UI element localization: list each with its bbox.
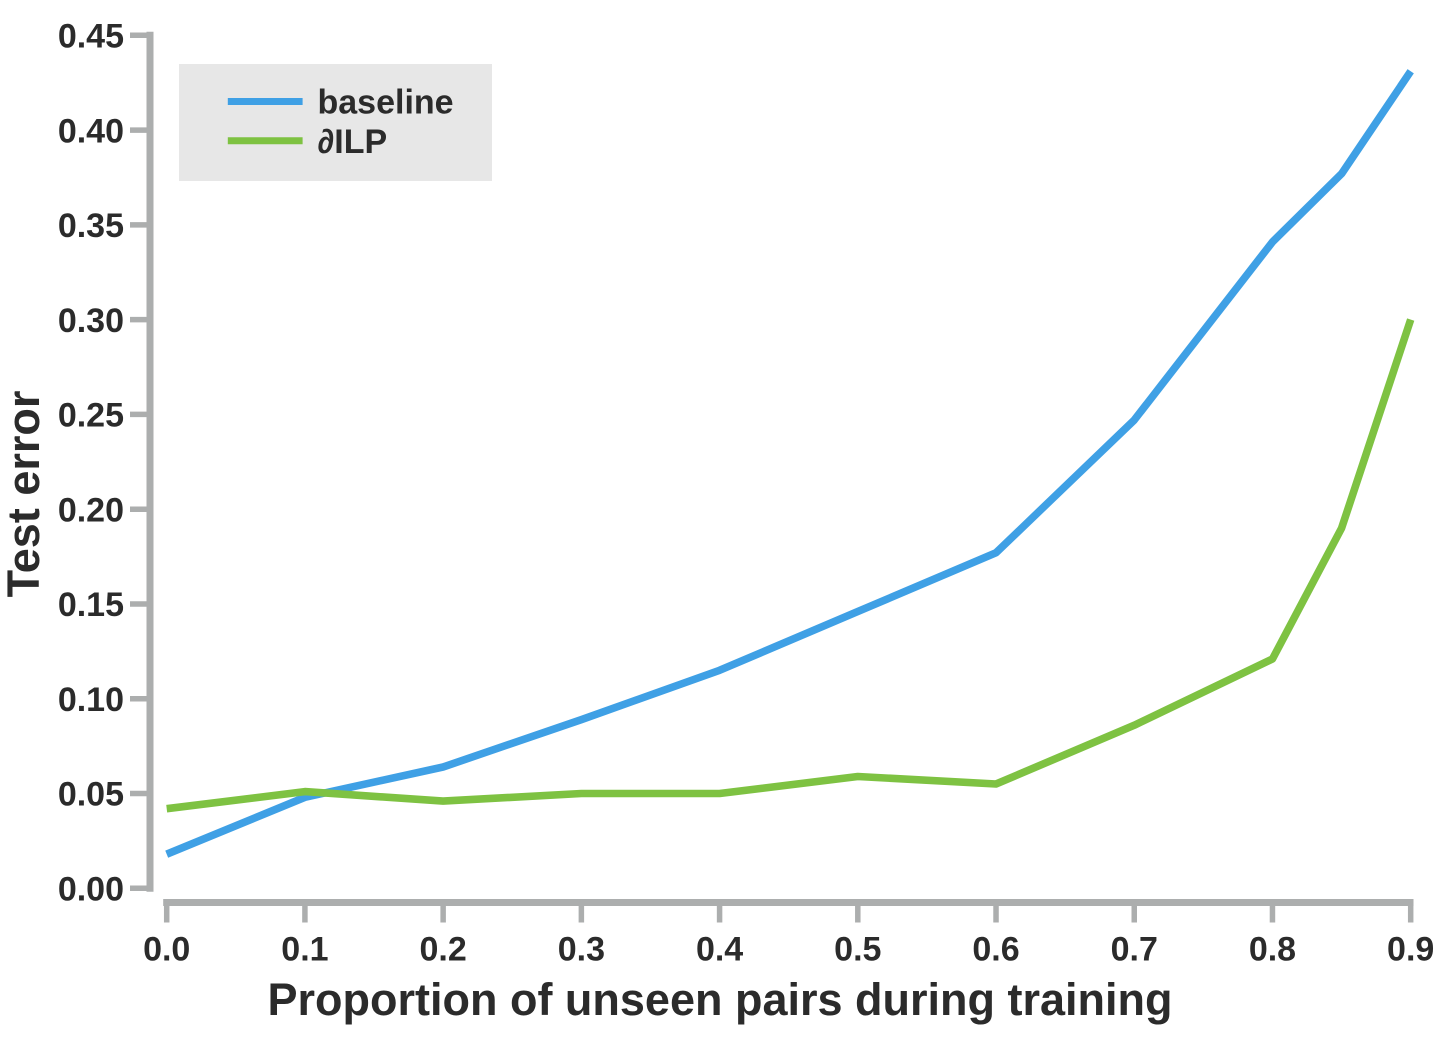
x-tick-label: 0.8: [1249, 931, 1296, 969]
y-tick-label: 0.15: [58, 586, 124, 624]
axes: 0.00 0.05 0.10 0.15 0.20 0.25 0.30 0.35 0.40 0.45…: [58, 17, 1435, 968]
x-tick-label: 0.9: [1387, 931, 1434, 969]
y-tick-label: 0.25: [58, 397, 124, 435]
legend-label-baseline: baseline: [318, 84, 454, 122]
y-tick-label: 0.30: [58, 302, 124, 340]
legend-label-dilp: ∂ILP: [318, 123, 388, 161]
y-tick-label: 0.00: [58, 871, 124, 909]
y-tick-label: 0.40: [58, 112, 124, 150]
x-tick-label: 0.7: [1111, 931, 1158, 969]
y-axis-title: Test error: [0, 391, 49, 598]
series-line-dilp: [166, 318, 1415, 813]
y-tick-label: 0.05: [58, 776, 124, 814]
x-tick-label: 0.6: [972, 931, 1019, 969]
x-axis-title: Proportion of unseen pairs during traini…: [267, 974, 1172, 1025]
x-tick-label: 0.0: [143, 931, 190, 969]
legend-background: [179, 64, 492, 181]
series-line-baseline: [165, 69, 1414, 858]
x-tick-label: 0.4: [696, 931, 743, 969]
y-tick-label: 0.45: [58, 17, 124, 55]
y-tick-label: 0.10: [58, 681, 124, 719]
legend: baseline∂ILP: [179, 64, 492, 181]
x-tick-label: 0.3: [558, 931, 605, 969]
y-tick-label: 0.20: [58, 491, 124, 529]
x-tick-label: 0.1: [281, 931, 328, 969]
x-tick-label: 0.5: [834, 931, 881, 969]
series-group: [165, 69, 1415, 858]
x-tick-label: 0.2: [420, 931, 467, 969]
y-tick-label: 0.35: [58, 207, 124, 245]
